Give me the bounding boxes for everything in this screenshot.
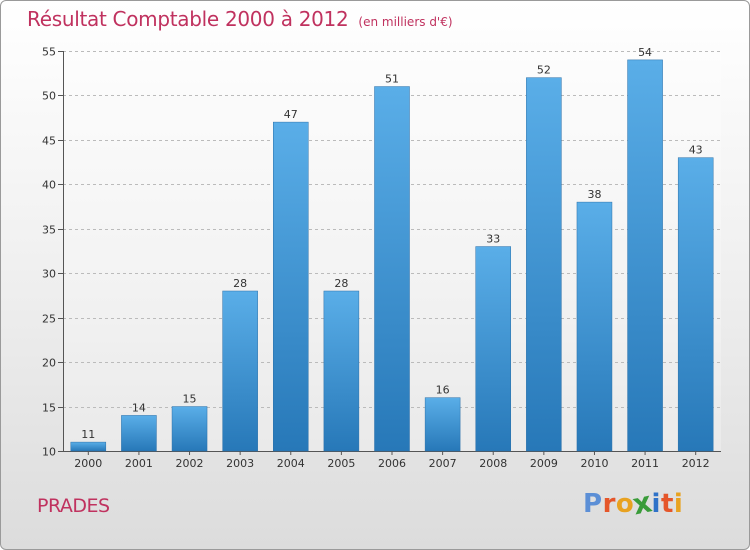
bar-2010 xyxy=(576,201,613,452)
y-tick-label: 25 xyxy=(42,313,56,326)
value-label: 15 xyxy=(183,393,197,406)
value-label: 11 xyxy=(81,428,95,441)
bar-2001 xyxy=(121,415,157,452)
brand-letter: r xyxy=(602,489,616,519)
x-tick-label: 2009 xyxy=(530,457,558,470)
value-label: 28 xyxy=(233,277,247,290)
y-tick-label: 10 xyxy=(42,446,56,459)
bar-2005 xyxy=(323,290,360,452)
bar-2000 xyxy=(70,441,107,452)
bar-2012 xyxy=(677,157,714,452)
bar-2009 xyxy=(526,77,562,452)
x-tick-label: 2005 xyxy=(327,457,355,470)
chart-subtitle: (en milliers d'€) xyxy=(358,15,453,29)
x-tick-label: 2006 xyxy=(378,457,406,470)
value-label: 16 xyxy=(436,384,450,397)
x-tick-label: 2004 xyxy=(277,457,305,470)
y-tick-label: 35 xyxy=(42,224,56,237)
value-label: 47 xyxy=(284,108,298,121)
x-tick-label: 2011 xyxy=(631,457,659,470)
value-label: 38 xyxy=(587,188,601,201)
bar-2011 xyxy=(627,59,663,452)
brand-letter: i xyxy=(673,489,684,519)
location-label: PRADES xyxy=(37,495,110,517)
brand-letter: o xyxy=(615,489,635,519)
y-tick-label: 50 xyxy=(42,90,56,103)
bar-2006 xyxy=(374,86,410,452)
bar-2004 xyxy=(273,121,309,452)
brand-letter: P xyxy=(583,489,603,519)
y-tick-label: 55 xyxy=(42,46,56,59)
y-tick-label: 15 xyxy=(42,402,56,415)
value-label: 52 xyxy=(537,64,551,77)
value-label: 33 xyxy=(486,233,500,246)
bar-2008 xyxy=(475,246,511,452)
value-label: 43 xyxy=(689,144,703,157)
y-tick-label: 45 xyxy=(42,135,56,148)
brand-letter: i xyxy=(651,489,661,519)
value-label: 28 xyxy=(334,277,348,290)
x-tick-label: 2003 xyxy=(226,457,254,470)
y-tick-label: 20 xyxy=(42,357,56,370)
x-tick-label: 2000 xyxy=(74,457,102,470)
bar-2007 xyxy=(424,397,461,452)
chart-title: Résultat Comptable 2000 à 2012 (en millie… xyxy=(27,7,453,31)
bar-2003 xyxy=(222,290,258,452)
x-tick-label: 2002 xyxy=(176,457,204,470)
value-label: 54 xyxy=(638,46,652,59)
x-tick-label: 2007 xyxy=(429,457,457,470)
x-tick-label: 2001 xyxy=(125,457,153,470)
y-tick-label: 40 xyxy=(42,179,56,192)
chart-title-text: Résultat Comptable 2000 à 2012 xyxy=(27,7,349,31)
bar-2002 xyxy=(171,406,208,452)
y-tick-label: 30 xyxy=(42,268,56,281)
x-tick-label: 2012 xyxy=(682,457,710,470)
brand-logo: Proxiti xyxy=(583,486,684,522)
x-tick-label: 2008 xyxy=(479,457,507,470)
value-label: 14 xyxy=(132,401,146,414)
brand-letter: t xyxy=(660,489,674,519)
value-label: 51 xyxy=(385,73,399,86)
x-tick-label: 2010 xyxy=(580,457,608,470)
